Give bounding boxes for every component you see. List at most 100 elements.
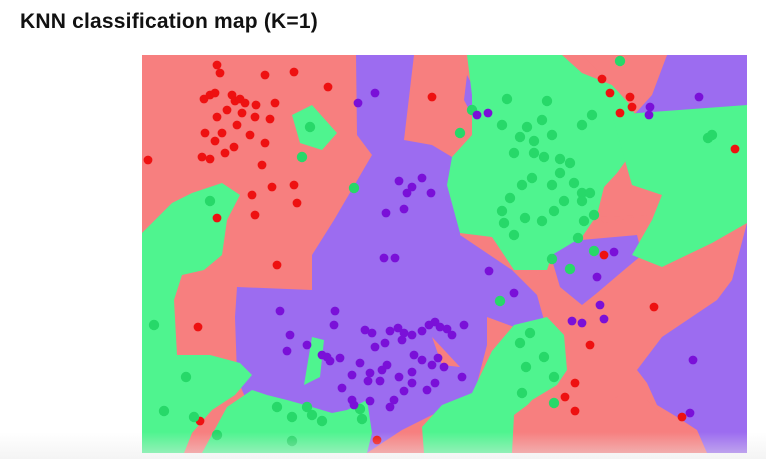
purple-point-40: [442, 324, 452, 334]
purple-point-62: [385, 402, 395, 412]
purple-point-59: [407, 378, 417, 388]
purple-point-29: [375, 376, 385, 386]
green-point-54: [316, 415, 328, 427]
red-point-44: [599, 250, 609, 260]
red-point-46: [272, 260, 282, 270]
green-point-39: [572, 232, 584, 244]
red-point-35: [250, 210, 260, 220]
green-point-51: [271, 401, 283, 413]
purple-point-69: [567, 316, 577, 326]
red-point-47: [193, 322, 203, 332]
green-point-12: [536, 114, 548, 126]
purple-point-1: [370, 88, 380, 98]
green-point-66: [301, 401, 313, 413]
green-point-10: [496, 119, 508, 131]
green-point-7: [501, 93, 513, 105]
green-point-35: [568, 177, 580, 189]
purple-point-8: [394, 176, 404, 186]
red-point-29: [257, 160, 267, 170]
green-point-59: [520, 361, 532, 373]
red-point-17: [250, 112, 260, 122]
green-point-58: [514, 337, 526, 349]
region-green-far-right: [612, 105, 747, 267]
red-point-31: [267, 182, 277, 192]
green-point-23: [554, 167, 566, 179]
purple-point-34: [399, 328, 409, 338]
green-point-1: [304, 121, 316, 133]
purple-point-42: [459, 320, 469, 330]
purple-point-43: [370, 342, 380, 352]
purple-point-27: [347, 370, 357, 380]
purple-point-51: [394, 372, 404, 382]
red-point-12: [251, 100, 261, 110]
purple-point-44: [380, 338, 390, 348]
purple-point-31: [367, 328, 377, 338]
red-point-2: [289, 67, 299, 77]
red-point-1: [215, 68, 225, 78]
green-point-48: [180, 371, 192, 383]
purple-point-0: [353, 98, 363, 108]
purple-point-2: [472, 110, 482, 120]
red-point-28: [205, 154, 215, 164]
page-title: KNN classification map (K=1): [20, 10, 318, 33]
green-point-8: [541, 95, 553, 107]
purple-point-66: [349, 400, 359, 410]
purple-point-74: [645, 102, 655, 112]
purple-point-19: [329, 320, 339, 330]
green-point-24: [546, 179, 558, 191]
purple-point-72: [688, 355, 698, 365]
green-point-30: [508, 229, 520, 241]
green-point-38: [578, 215, 590, 227]
red-point-36: [212, 213, 222, 223]
green-point-62: [516, 387, 528, 399]
green-point-36: [576, 187, 588, 199]
purple-point-3: [483, 108, 493, 118]
green-point-3: [204, 195, 216, 207]
red-point-0: [212, 60, 222, 70]
green-point-20: [538, 151, 550, 163]
red-point-43: [730, 144, 740, 154]
knn-classification-map: [142, 55, 747, 453]
green-point-21: [554, 153, 566, 165]
green-point-37: [584, 187, 596, 199]
green-point-40: [588, 245, 600, 257]
region-red-top-right: [582, 55, 667, 105]
purple-point-10: [426, 188, 436, 198]
green-point-28: [496, 205, 508, 217]
purple-point-57: [430, 378, 440, 388]
red-point-21: [200, 128, 210, 138]
plot-area: [142, 55, 747, 453]
red-point-13: [270, 98, 280, 108]
red-point-19: [232, 120, 242, 130]
purple-point-15: [484, 266, 494, 276]
green-point-26: [516, 179, 528, 191]
green-point-56: [211, 429, 223, 441]
purple-point-4: [644, 110, 654, 120]
red-point-41: [627, 102, 637, 112]
red-point-3: [260, 70, 270, 80]
green-point-32: [536, 215, 548, 227]
purple-point-35: [407, 330, 417, 340]
red-point-15: [212, 112, 222, 122]
red-point-30: [143, 155, 153, 165]
purple-point-17: [275, 306, 285, 316]
red-point-39: [605, 88, 615, 98]
purple-point-65: [337, 383, 347, 393]
green-point-17: [576, 119, 588, 131]
green-point-53: [306, 409, 318, 421]
purple-point-5: [694, 92, 704, 102]
green-point-65: [356, 413, 368, 425]
purple-point-6: [407, 182, 417, 192]
green-point-44: [564, 263, 576, 275]
region-green-left: [142, 183, 252, 453]
green-point-50: [188, 411, 200, 423]
red-point-48: [585, 340, 595, 350]
purple-point-67: [365, 396, 375, 406]
green-point-27: [504, 192, 516, 204]
purple-point-13: [379, 253, 389, 263]
region-red-wedge-center: [432, 337, 460, 367]
purple-point-56: [457, 372, 467, 382]
red-point-49: [570, 378, 580, 388]
purple-point-11: [381, 208, 391, 218]
green-point-0: [614, 55, 626, 67]
